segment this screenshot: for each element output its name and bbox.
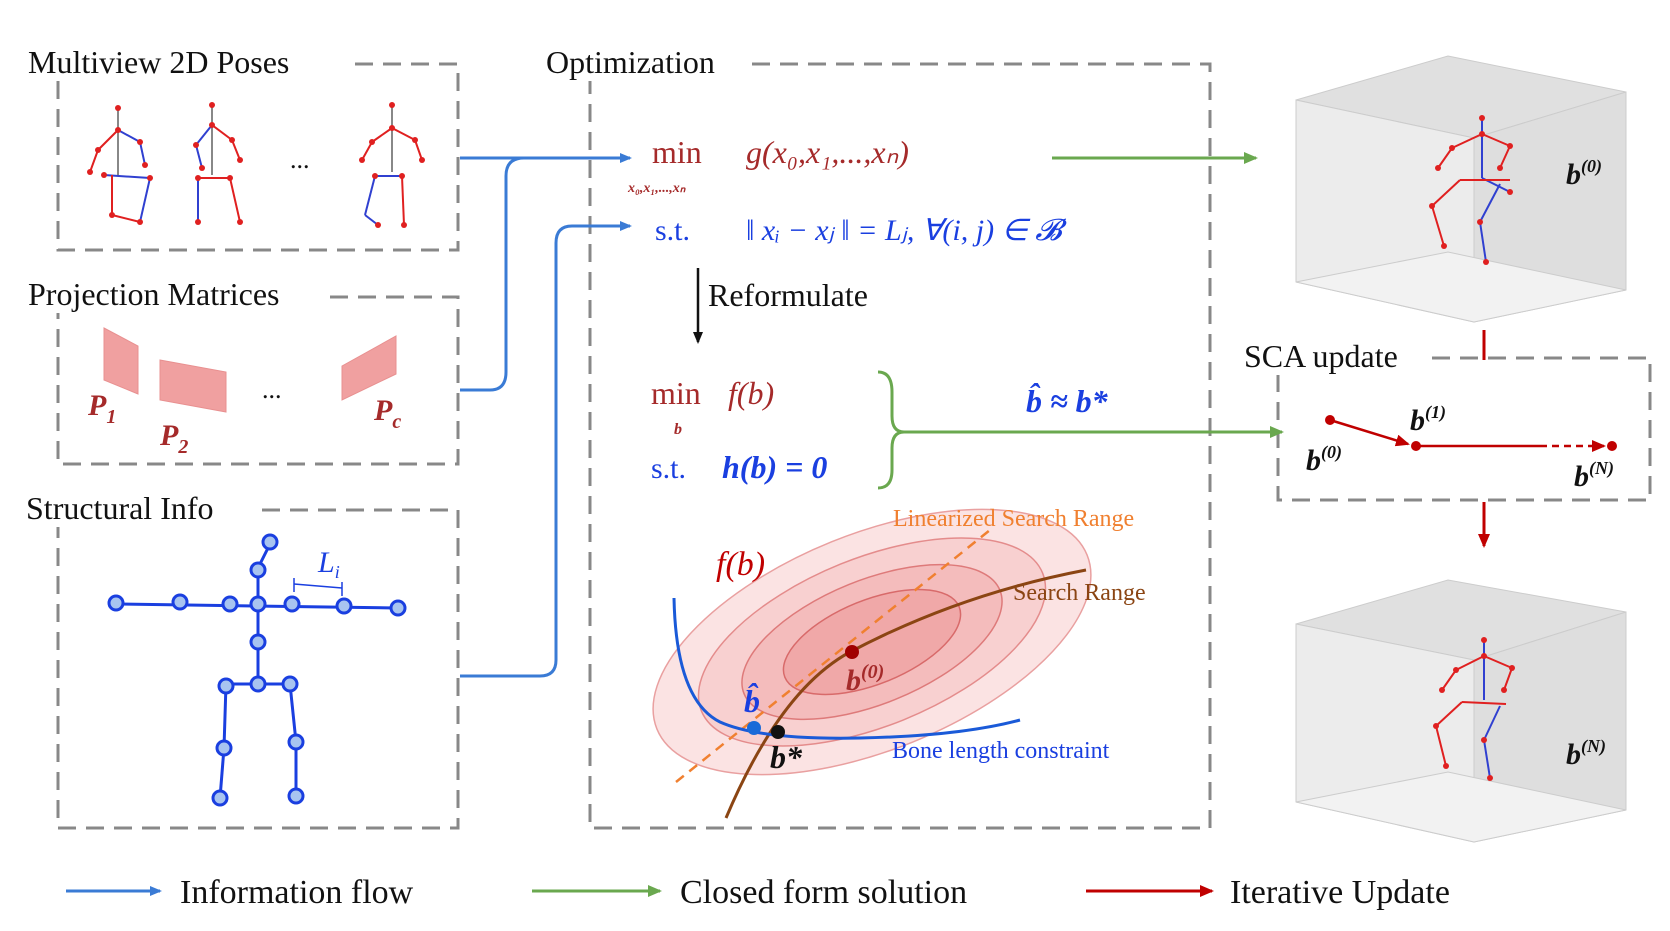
arrow-projection-to-opt (460, 156, 560, 392)
bone-constraint-label: Bone length constraint (892, 738, 1110, 764)
search-range-label: Search Range (1013, 580, 1146, 606)
opt-min2-sub: b (674, 421, 682, 438)
bottom-result-label: b(N) (1566, 736, 1606, 771)
projection-label-p1: P1 (87, 389, 116, 428)
bstar-plot-label: b* (770, 739, 803, 775)
structural-panel-title: Structural Info (20, 490, 220, 527)
optimization-panel-border (588, 62, 1212, 830)
top-result-label: b(0) (1566, 156, 1602, 191)
opt-objective1: g(x₀,x₁,...,xₙ) (746, 134, 909, 170)
sca-label-b0: b(0) (1306, 442, 1342, 477)
sca-panel-title: SCA update (1238, 338, 1404, 375)
reformulate-label: Reformulate (708, 277, 868, 313)
pose-figure-1 (87, 105, 153, 225)
structural-skeleton (107, 533, 407, 807)
projection-planes (103, 327, 397, 413)
projection-label-p2: P2 (159, 419, 188, 458)
info-flow-arrows (460, 153, 632, 678)
bhat-plot-label: b̂ (744, 683, 760, 719)
projection-plane-2 (159, 359, 227, 413)
projection-plane-1 (103, 327, 139, 395)
pose-figure-3 (359, 102, 425, 228)
projection-ellipsis: ... (262, 375, 282, 404)
bone-length-marker (293, 578, 343, 596)
pose-figure-2 (193, 102, 243, 225)
result-cube-bottom (1295, 579, 1627, 843)
curly-brace (877, 370, 905, 490)
approx-label: b̂ ≈ b* (1026, 383, 1109, 419)
f-label: f(b) (716, 546, 765, 583)
opt-min1: min (652, 134, 702, 170)
linearized-label: Linearized Search Range (893, 506, 1134, 532)
closed-form-arrows (904, 152, 1284, 438)
opt-st2: s.t. (651, 452, 686, 485)
opt-min1-sub: x₀,x₁,...,xₙ (627, 181, 687, 196)
opt-objective2: f(b) (728, 375, 774, 411)
projection-panel-title: Projection Matrices (22, 276, 286, 313)
bone-length-label: Li (317, 546, 340, 582)
sca-point-bN (1607, 441, 1617, 451)
projection-panel-border (56, 295, 460, 466)
sca-panel-border (1262, 356, 1652, 502)
opt-constraint2: h(b) = 0 (722, 449, 827, 485)
opt-constraint1: ‖ xᵢ − xⱼ ‖ = Lⱼ, ∀(i, j) ∈ 𝓑 (746, 214, 1067, 247)
opt-min2: min (651, 375, 701, 411)
point-bhat (747, 721, 761, 735)
point-b0 (845, 645, 859, 659)
point-bstar (771, 725, 785, 739)
sca-label-bN: b(N) (1574, 458, 1614, 493)
structural-panel-border (56, 508, 460, 830)
projection-plane-c (341, 335, 397, 401)
landscape-plot (652, 508, 1092, 819)
sca-iterations (1325, 415, 1617, 452)
optimization-panel-title: Optimization (540, 44, 721, 81)
multiview-ellipsis: ... (290, 145, 310, 174)
sca-point-b0 (1325, 415, 1335, 425)
multiview-panel-title: Multiview 2D Poses (22, 44, 296, 81)
opt-st1: s.t. (655, 214, 690, 247)
multiview-panel-border (56, 62, 460, 252)
sca-point-b1 (1411, 441, 1421, 451)
projection-label-pc: Pc (373, 394, 401, 433)
legend-iterative-label: Iterative Update (1230, 874, 1450, 911)
arrow-structural-to-opt (460, 221, 632, 678)
legend-closed-form-label: Closed form solution (680, 874, 967, 911)
multiview-poses (87, 102, 425, 228)
b0-plot-label: b(0) (846, 661, 884, 697)
result-cube-top (1295, 55, 1627, 323)
sca-label-b1: b(1) (1410, 402, 1446, 437)
legend-info-flow-label: Information flow (180, 874, 414, 911)
